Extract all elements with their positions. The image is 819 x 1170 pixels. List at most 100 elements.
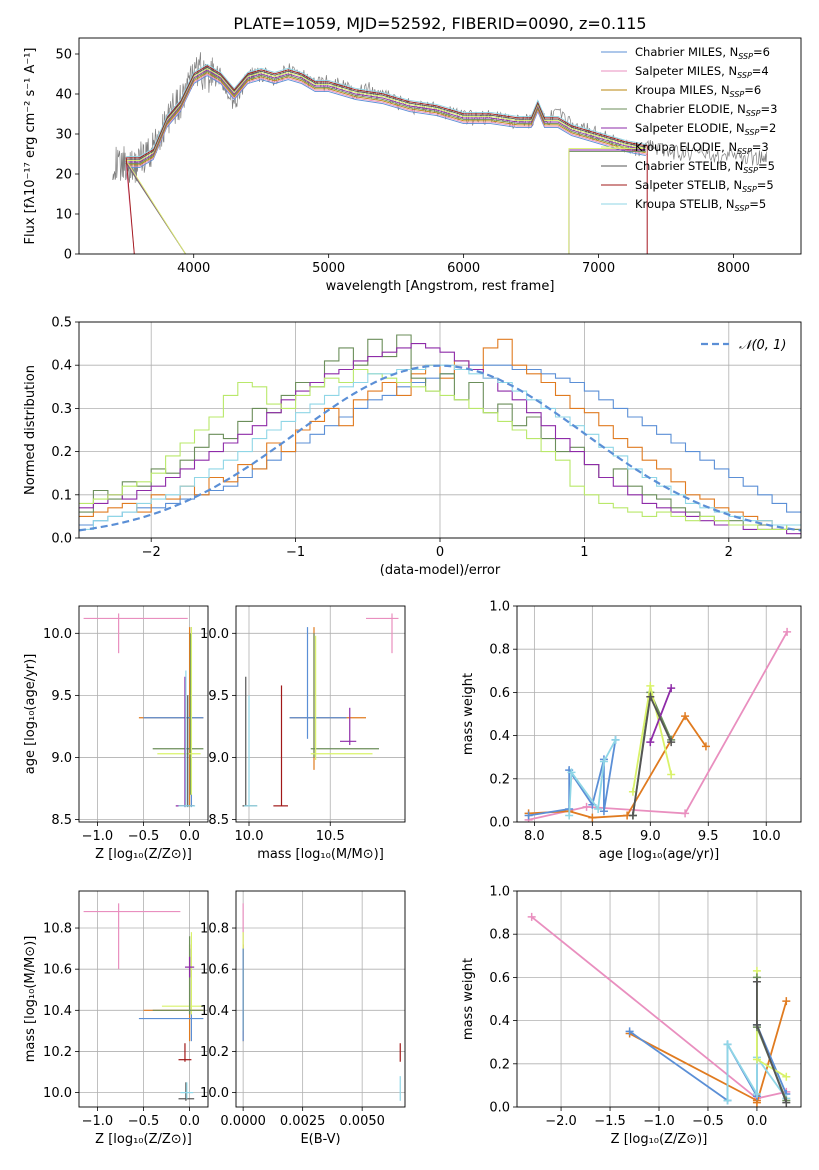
- data-point-marker: [599, 757, 608, 766]
- model-fit-line: [125, 65, 648, 254]
- data-point-marker: [582, 802, 591, 811]
- data-point-marker: [588, 813, 597, 822]
- y-axis-label: Flux [fλ10⁻¹⁷ erg cm⁻² s⁻¹ A⁻¹]: [23, 48, 38, 245]
- y-axis-label: mass [log₁₀(M/M⊙)]: [23, 936, 38, 1063]
- y-tick-label: 9.0: [208, 751, 229, 766]
- data-point-marker: [782, 1098, 791, 1107]
- data-point-marker: [783, 627, 792, 636]
- y-axis-label: mass weight: [461, 673, 476, 755]
- data-point-marker: [646, 692, 655, 701]
- data-point-marker: [565, 811, 574, 820]
- y-tick-label: 0.6: [489, 971, 510, 986]
- data-point-marker: [681, 712, 690, 721]
- y-tick-label: 40: [55, 88, 72, 103]
- legend-entry: Kroupa MILES, NSSP=6: [635, 83, 761, 99]
- y-tick-label: 8.5: [208, 813, 229, 828]
- mass-vs-metallicity-panel: −1.0 −0.5 0.0 10.0 10.2 10.4 10.6 10.8 Z [log₁₀(…: [23, 890, 209, 1147]
- y-tick-label: 20: [55, 168, 72, 183]
- x-tick-label: 0.0: [179, 1114, 200, 1129]
- data-point-marker: [567, 768, 576, 777]
- x-tick-label: 2: [725, 545, 733, 560]
- y-tick-label: 0: [64, 248, 72, 263]
- y-tick-label: 0.4: [489, 729, 510, 744]
- legend-entry: Kroupa ELODIE, NSSP=3: [635, 140, 769, 156]
- x-tick-label: −1.0: [82, 829, 114, 844]
- legend-entry: Salpeter STELIB, NSSP=5: [635, 178, 774, 194]
- y-tick-label: 0.2: [489, 772, 510, 787]
- model-fit-line: [126, 66, 646, 160]
- x-axis-label: Z [log₁₀(Z/Z⊙)]: [95, 847, 192, 862]
- x-tick-label: 10.0: [235, 829, 264, 844]
- legend-entry: Kroupa STELIB, NSSP=5: [635, 197, 766, 213]
- y-tick-label: 10: [55, 208, 72, 223]
- y-tick-label: 0.0: [489, 1101, 510, 1116]
- y-tick-label: 10.8: [200, 922, 229, 937]
- y-tick-label: 10.6: [200, 963, 229, 978]
- data-point-marker: [667, 684, 676, 693]
- model-fit-line: [125, 73, 648, 254]
- legend-entry: Salpeter MILES, NSSP=4: [635, 64, 769, 80]
- x-tick-label: 9.0: [640, 829, 661, 844]
- data-point-marker: [625, 1027, 634, 1036]
- model-fit-line: [125, 69, 646, 254]
- data-point-marker: [611, 735, 620, 744]
- x-axis-label: Z [log₁₀(Z/Z⊙)]: [95, 1132, 192, 1147]
- y-tick-label: 0.2: [489, 1057, 510, 1072]
- data-point-marker: [752, 1020, 761, 1029]
- y-tick-label: 8.5: [51, 813, 72, 828]
- data-point-marker: [524, 811, 533, 820]
- x-tick-label: 7000: [582, 261, 615, 276]
- y-tick-label: 0.8: [489, 643, 510, 658]
- y-tick-label: 9.5: [51, 689, 72, 704]
- y-tick-label: 30: [55, 128, 72, 143]
- y-tick-label: 0.8: [489, 928, 510, 943]
- x-tick-label: −2.0: [545, 1114, 577, 1129]
- spectrum-panel: 4000 5000 6000 7000 8000 0 10 20 30 40 50 wavelengt…: [23, 37, 802, 294]
- x-tick-label: 5000: [312, 261, 345, 276]
- normal-curve-line: [79, 364, 801, 532]
- y-tick-label: 9.5: [208, 689, 229, 704]
- data-point-marker: [723, 1096, 732, 1105]
- age-vs-metallicity-panel: −1.0 −0.5 0.0 8.5 9.0 9.5 10.0 Z [log₁₀(Z/Z⊙)] a…: [23, 605, 209, 862]
- y-tick-label: 10.8: [43, 922, 72, 937]
- axes-frame: [78, 37, 802, 255]
- legend-entry: Chabrier ELODIE, NSSP=3: [635, 102, 777, 118]
- x-tick-label: −1.5: [594, 1114, 626, 1129]
- data-point-marker: [667, 738, 676, 747]
- x-tick-label: 0.0025: [280, 1114, 326, 1129]
- plot-area: [242, 613, 399, 807]
- x-tick-label: −0.5: [692, 1114, 724, 1129]
- x-tick-label: −0.5: [128, 1114, 160, 1129]
- plot-area: [83, 613, 204, 808]
- model-fit-line: [126, 63, 646, 157]
- histogram-step-line: [79, 343, 801, 535]
- x-tick-label: 8000: [717, 261, 750, 276]
- axes-frame: [78, 890, 209, 1108]
- residual-histogram-panel: −2 −1 0 1 2 0.0 0.1 0.2 0.3 0.4 0.5 (data-model)/er…: [23, 316, 802, 578]
- x-tick-label: −1.0: [82, 1114, 114, 1129]
- age-vs-mass-panel: 10.0 10.5 8.5 9.0 9.5 10.0 mass [log₁₀(M/M⊙)]: [200, 605, 406, 862]
- data-point-marker: [594, 805, 603, 814]
- axes-frame: [235, 890, 406, 1108]
- data-point-marker: [628, 811, 637, 820]
- y-tick-label: 0.4: [51, 359, 72, 374]
- data-point-marker: [701, 742, 710, 751]
- model-fit-line: [125, 70, 646, 254]
- y-tick-label: 0.2: [51, 445, 72, 460]
- data-point-marker: [646, 681, 655, 690]
- legend-entry: Salpeter ELODIE, NSSP=2: [635, 121, 776, 137]
- data-point-marker: [782, 997, 791, 1006]
- x-tick-label: 10.5: [316, 829, 345, 844]
- x-tick-label: 0.0: [747, 1114, 768, 1129]
- y-tick-label: 0.3: [51, 402, 72, 417]
- x-tick-label: −1.0: [643, 1114, 675, 1129]
- data-point-marker: [681, 809, 690, 818]
- y-tick-label: 10.0: [43, 627, 72, 642]
- y-tick-label: 0.1: [51, 488, 72, 503]
- weight-series-line: [528, 714, 707, 819]
- data-point-marker: [527, 912, 536, 921]
- data-point-marker: [782, 1072, 791, 1081]
- plot-area: [112, 52, 768, 254]
- plot-area: [79, 334, 801, 535]
